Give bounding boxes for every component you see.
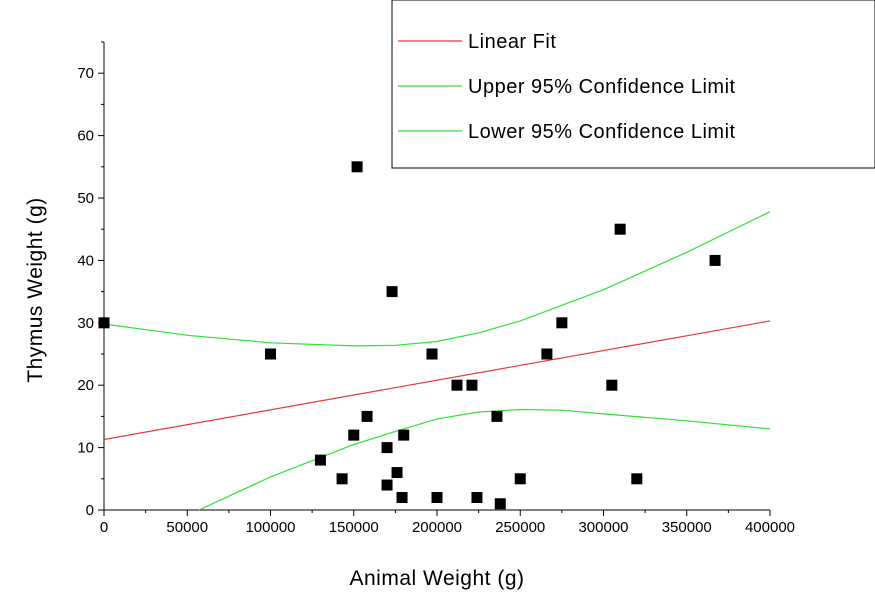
y-tick-label: 60: [77, 128, 94, 145]
y-tick-label: 30: [77, 315, 94, 332]
data-point: [361, 410, 373, 422]
data-point: [98, 317, 110, 329]
data-point: [431, 492, 443, 504]
legend-label-linear-fit: Linear Fit: [468, 31, 556, 53]
data-point: [466, 379, 478, 391]
data-point: [556, 317, 568, 329]
data-point: [386, 286, 398, 298]
x-tick-label: 100000: [245, 519, 295, 536]
x-tick-label: 150000: [329, 519, 379, 536]
data-point: [314, 454, 326, 466]
y-axis-ticks: 0 10 20 30 40 50 60 70: [77, 41, 104, 519]
data-point: [391, 467, 403, 479]
data-point: [381, 479, 393, 491]
upper-confidence-limit-line: [103, 211, 771, 347]
data-point: [348, 429, 360, 441]
y-tick-label: 70: [77, 65, 94, 82]
x-tick-label: 350000: [662, 519, 712, 536]
data-point: [606, 379, 618, 391]
data-point: [541, 348, 553, 360]
y-axis-title: Thymus Weight (g): [24, 197, 47, 383]
data-point: [709, 254, 721, 266]
y-tick-label: 10: [77, 440, 94, 457]
x-tick-label: 250000: [495, 519, 545, 536]
y-tick-label: 40: [77, 252, 94, 269]
data-point: [381, 442, 393, 454]
data-points: [98, 161, 721, 510]
lower-confidence-limit-line: [198, 408, 771, 511]
data-point: [631, 473, 643, 485]
x-tick-label: 0: [100, 519, 108, 536]
data-point: [398, 429, 410, 441]
x-tick-label: 400000: [745, 519, 795, 536]
data-point: [351, 161, 363, 173]
data-point: [396, 492, 408, 504]
data-point: [491, 410, 503, 422]
data-point: [614, 223, 626, 235]
y-tick-label: 20: [77, 377, 94, 394]
legend-box: [391, 0, 875, 169]
x-tick-label: 50000: [166, 519, 208, 536]
x-axis-ticks: 0 50000 100000 150000 200000 250000 300000 3500…: [100, 510, 795, 536]
curves: [103, 211, 771, 511]
linear-fit-line: [103, 320, 771, 441]
x-tick-label: 300000: [578, 519, 628, 536]
data-point: [426, 348, 438, 360]
y-tick-label: 50: [77, 190, 94, 207]
legend-label-lower-confidence-limit: Lower 95% Confidence Limit: [468, 121, 736, 143]
x-axis-title: Animal Weight (g): [349, 567, 524, 590]
data-point: [265, 348, 276, 360]
legend: Linear Fit Upper 95% Confidence Limit Lo…: [391, 0, 875, 169]
data-point: [514, 473, 526, 485]
legend-label-upper-confidence-limit: Upper 95% Confidence Limit: [468, 76, 736, 98]
data-point: [494, 498, 506, 510]
x-tick-label: 200000: [412, 519, 462, 536]
y-tick-label: 0: [86, 502, 94, 519]
data-point: [471, 492, 483, 504]
data-point: [336, 473, 348, 485]
data-point: [451, 379, 463, 391]
